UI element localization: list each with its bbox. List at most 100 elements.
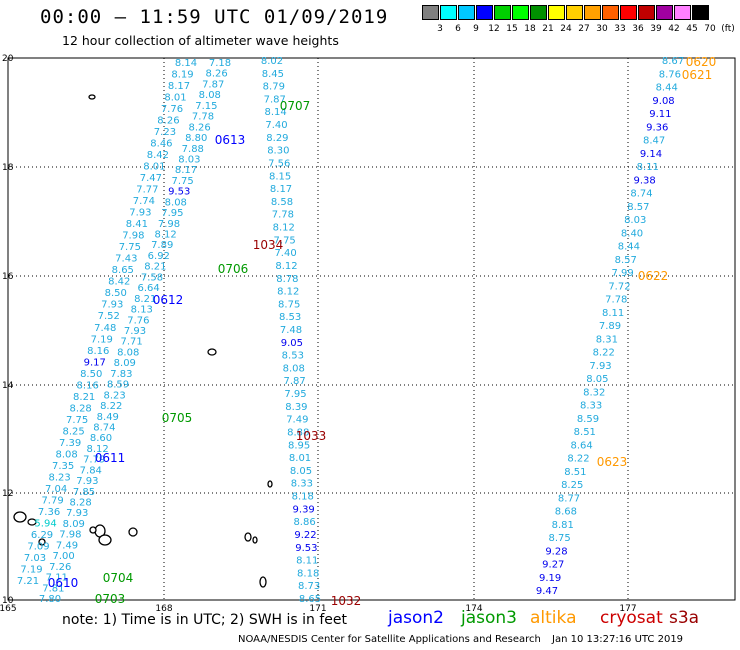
wave-height-value: 8.25 <box>561 480 583 491</box>
scale-swatch <box>530 5 547 20</box>
scale-label: 39 <box>650 24 662 34</box>
wave-height-value: 8.12 <box>86 444 108 455</box>
wave-height-value: 7.81 <box>42 583 64 594</box>
scale-swatch <box>476 5 493 20</box>
scale-label: 18 <box>524 24 536 34</box>
pass-label: 0623 <box>597 455 628 469</box>
wave-height-value: 8.01 <box>143 162 165 173</box>
wave-height-value: 8.39 <box>285 402 307 413</box>
wave-height-value: 9.39 <box>293 504 315 515</box>
wave-height-value: 8.80 <box>185 133 207 144</box>
wave-height-value: 8.26 <box>205 69 227 80</box>
wave-height-value: 7.49 <box>286 415 308 426</box>
wave-height-value: 8.02 <box>261 56 283 67</box>
wave-height-value: 7.95 <box>284 389 306 400</box>
wave-height-value: 7.87 <box>202 79 224 90</box>
scale-swatch <box>656 5 673 20</box>
wave-height-value: 8.51 <box>574 427 596 438</box>
wave-height-value: 7.79 <box>83 455 105 466</box>
wave-height-value: 8.12 <box>275 261 297 272</box>
y-tick-label: 14 <box>2 381 14 391</box>
pass-label: 1032 <box>331 594 362 608</box>
wave-height-value: 8.28 <box>69 498 91 509</box>
wave-height-value: 8.57 <box>615 255 637 266</box>
wave-height-value: 8.81 <box>552 520 574 531</box>
wave-height-value: 8.21 <box>134 294 156 305</box>
wave-height-value: 8.44 <box>618 242 640 253</box>
wave-height-value: 7.39 <box>59 438 81 449</box>
scale-label: (ft) <box>721 24 735 34</box>
y-tick-label: 12 <box>2 489 13 499</box>
scale-label: 36 <box>632 24 644 34</box>
wave-height-value: 8.60 <box>90 433 112 444</box>
pass-label: 0703 <box>95 592 126 606</box>
scale-label: 6 <box>455 24 461 34</box>
scale-label: 24 <box>560 24 572 34</box>
wave-height-value: 8.22 <box>100 401 122 412</box>
wave-height-value: 7.49 <box>56 540 78 551</box>
timestamp-text: Jan 10 13:27:16 UTC 2019 <box>552 634 684 645</box>
wave-height-value: 9.53 <box>168 187 190 198</box>
wave-height-value: 8.73 <box>298 581 320 592</box>
scale-swatch <box>422 5 439 20</box>
wave-height-value: 8.17 <box>168 81 190 92</box>
wave-height-value: 7.43 <box>115 254 137 265</box>
footer-note: note: 1) Time is in UTC; 2) SWH is in fe… <box>62 612 348 628</box>
island-outline <box>128 527 138 537</box>
satellite-legend-item: altika <box>530 608 577 628</box>
wave-height-value: 8.33 <box>580 401 602 412</box>
wave-height-value: 7.76 <box>161 104 183 115</box>
wave-height-value: 8.11 <box>637 162 659 173</box>
wave-height-value: 7.98 <box>158 219 180 230</box>
island-outline <box>244 532 252 542</box>
scale-swatch <box>584 5 601 20</box>
wave-height-value: 9.17 <box>84 357 106 368</box>
x-tick-label: 171 <box>309 604 326 614</box>
wave-height-value: 8.15 <box>269 171 291 182</box>
scale-label: 30 <box>596 24 608 34</box>
scale-swatch <box>494 5 511 20</box>
pass-label: 0611 <box>95 451 126 465</box>
y-tick-label: 20 <box>2 54 14 64</box>
wave-height-value: 8.75 <box>548 533 570 544</box>
wave-height-value: 8.78 <box>276 274 298 285</box>
satellite-legend-item: cryosat <box>600 608 663 628</box>
scale-label: 45 <box>686 24 698 34</box>
wave-height-value: 8.64 <box>571 440 593 451</box>
wave-height-value: 8.50 <box>105 288 127 299</box>
wave-height-value: 8.01 <box>164 93 186 104</box>
wave-height-value: 8.59 <box>107 380 129 391</box>
scale-label: 33 <box>614 24 626 34</box>
wave-height-value: 7.71 <box>120 337 142 348</box>
wave-height-value: 7.35 <box>52 461 74 472</box>
pass-label: 1034 <box>253 238 284 252</box>
wave-height-value: 8.44 <box>656 83 678 94</box>
wave-height-value: 8.08 <box>165 197 187 208</box>
wave-height-value: 7.84 <box>80 465 102 476</box>
y-tick-label: 16 <box>2 272 14 282</box>
wave-height-value: 7.78 <box>272 210 294 221</box>
wave-height-value: 8.65 <box>112 265 134 276</box>
wave-height-value: 8.12 <box>154 230 176 241</box>
wave-height-value: 7.80 <box>39 594 61 605</box>
wave-height-value: 8.17 <box>270 184 292 195</box>
wave-height-value: 7.89 <box>599 321 621 332</box>
wave-height-value: 8.42 <box>147 150 169 161</box>
wave-height-value: 7.93 <box>101 300 123 311</box>
page-subtitle: 12 hour collection of altimeter wave hei… <box>62 33 339 48</box>
scale-label: 9 <box>473 24 479 34</box>
wave-height-value: 8.19 <box>171 70 193 81</box>
pass-label: 0620 <box>686 55 717 69</box>
wave-height-value: 7.93 <box>129 208 151 219</box>
wave-height-value: 7.78 <box>192 112 214 123</box>
island-outline <box>88 94 96 100</box>
wave-height-value: 9.05 <box>281 338 303 349</box>
wave-height-value: 7.98 <box>122 231 144 242</box>
wave-height-value: 8.74 <box>93 422 115 433</box>
wave-height-value: 7.03 <box>24 553 46 564</box>
wave-height-value: 7.58 <box>141 272 163 283</box>
wave-height-value: 8.08 <box>55 449 77 460</box>
wave-height-value: 8.76 <box>659 69 681 80</box>
pass-label: 0622 <box>638 269 669 283</box>
wave-height-value: 7.74 <box>133 196 155 207</box>
